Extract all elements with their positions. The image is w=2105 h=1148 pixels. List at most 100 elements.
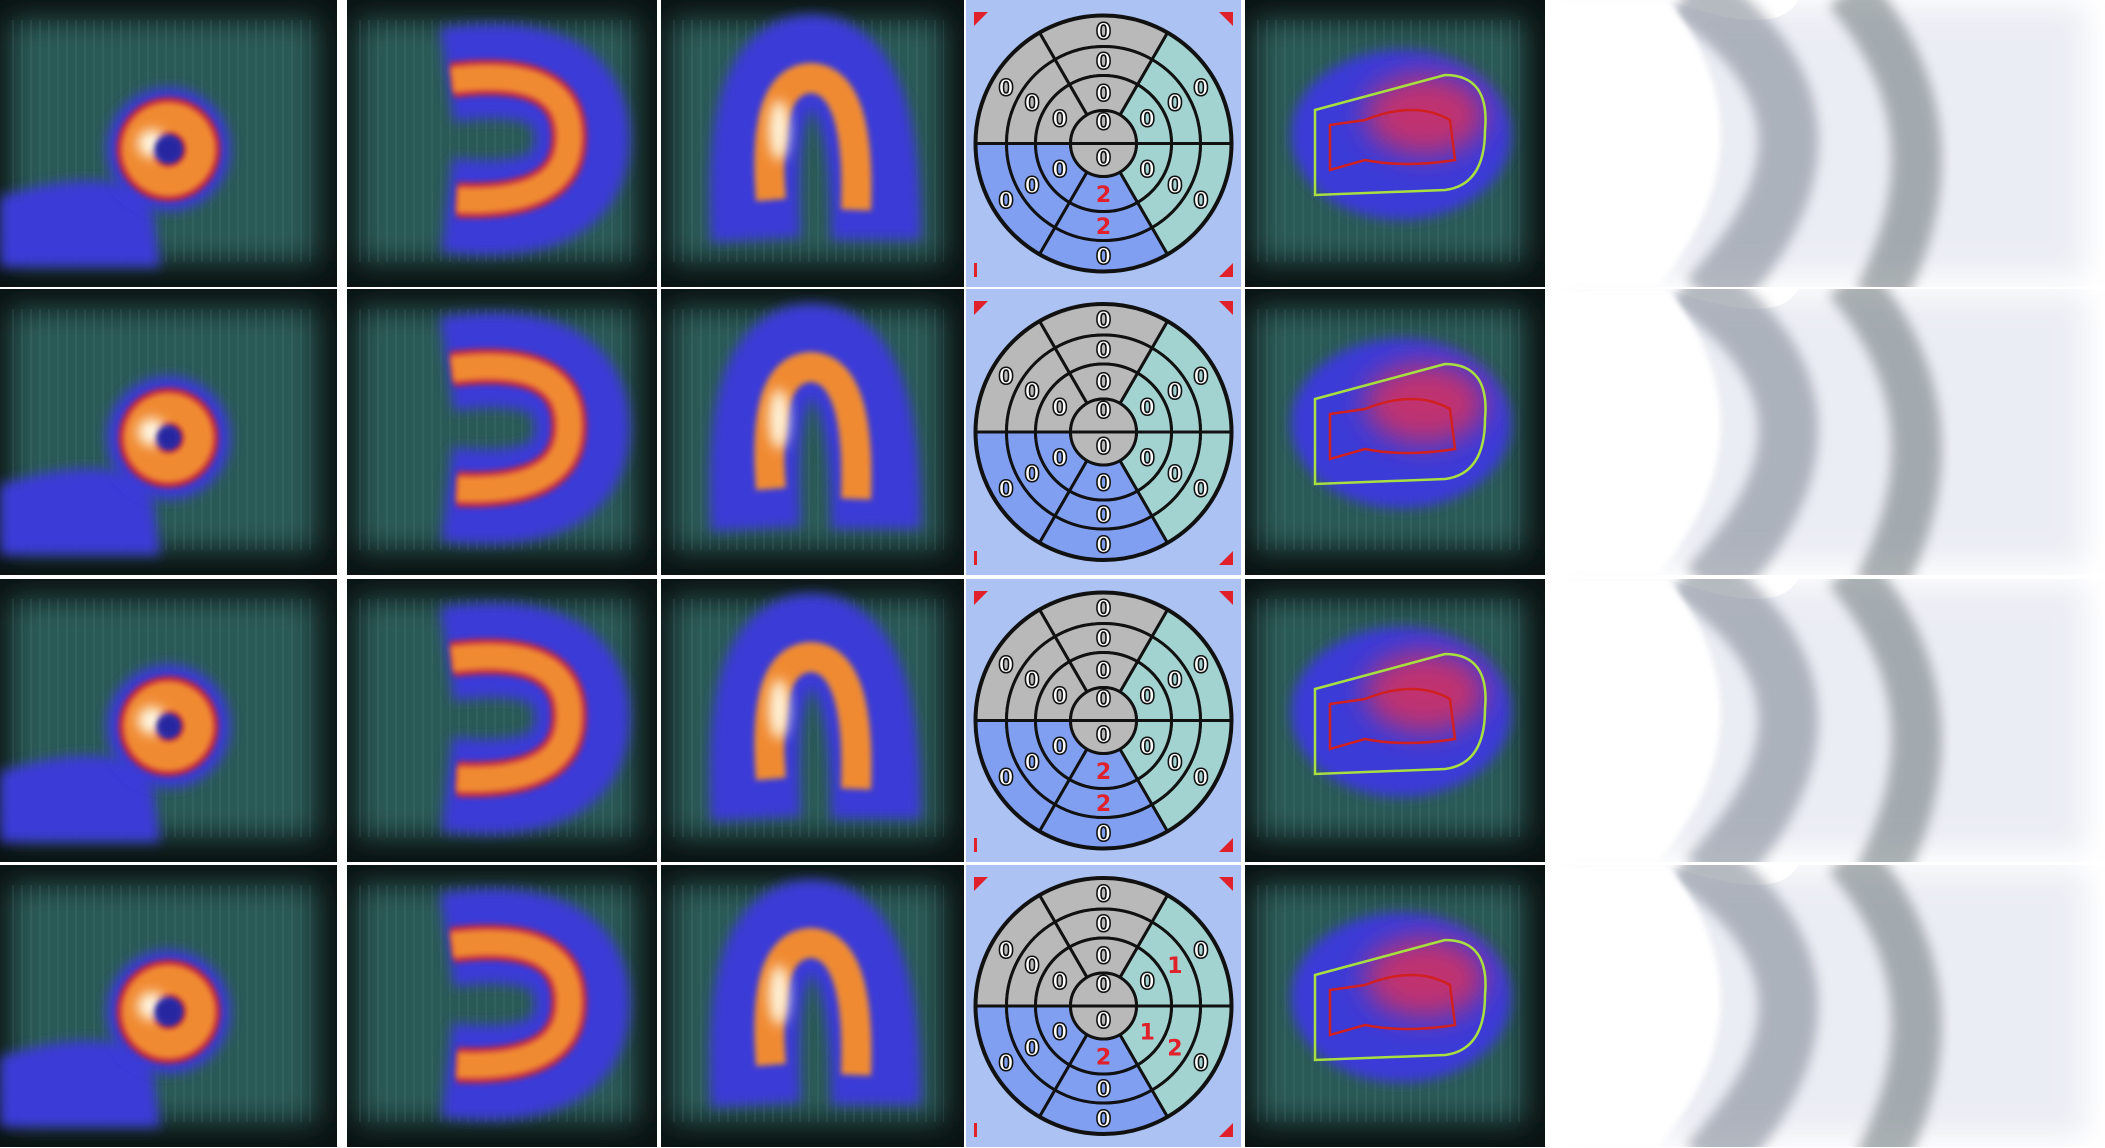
polar-score: 0	[1193, 1051, 1208, 1076]
polar-score: 0	[1052, 970, 1067, 995]
polar-score: 0	[1052, 107, 1067, 132]
polar-score: 0	[1096, 472, 1111, 497]
vertical-long-axis-slice-row-4	[347, 865, 657, 1147]
planar-projection-row-3	[1548, 579, 2105, 862]
corner-marker	[974, 301, 988, 315]
short-axis-slice-row-1	[0, 0, 337, 287]
myocardium-ring	[123, 392, 214, 483]
endocardial-contour	[1328, 108, 1457, 172]
dark-band	[1828, 289, 1942, 575]
polar-score: 0	[1140, 970, 1155, 995]
polar-score: 0	[1193, 477, 1208, 502]
polar-score: 0	[1096, 82, 1111, 107]
polar-score: 0	[1096, 883, 1111, 908]
polar-score: 0	[1096, 435, 1111, 460]
corner-marker	[974, 877, 988, 891]
image-layer	[769, 389, 789, 449]
polar-score: 0	[1052, 446, 1067, 471]
corner-marker	[974, 12, 988, 26]
epicardial-contour	[1313, 362, 1487, 486]
vertical-long-axis-slice-row-3	[347, 579, 657, 862]
polar-score: 0	[1167, 91, 1182, 116]
polar-score: 0	[1024, 751, 1039, 776]
dark-band	[1828, 0, 1942, 287]
polar-score: 0	[1024, 954, 1039, 979]
polar-score: 0	[1096, 20, 1111, 45]
polar-segment-apex-top	[1068, 686, 1139, 722]
polar-score: 0	[1140, 684, 1155, 709]
epicardial-contour	[1313, 938, 1487, 1062]
extracardiac-uptake	[0, 180, 160, 267]
polar-score: 0	[1096, 627, 1111, 652]
corner-marker	[1219, 591, 1233, 605]
polar-score: 0	[998, 76, 1013, 101]
polar-score: 2	[1096, 1046, 1111, 1071]
corner-marker	[1219, 877, 1233, 891]
polar-score: 0	[1193, 76, 1208, 101]
short-axis-slice-row-4	[0, 865, 337, 1147]
corner-marker	[974, 551, 977, 565]
horizontal-long-axis-slice-row-3	[661, 579, 964, 862]
short-axis-slice-row-3	[0, 579, 337, 862]
image-layer	[1548, 289, 1721, 575]
polar-score: 0	[1096, 1108, 1111, 1133]
polar-segment-apex-top	[1068, 971, 1139, 1008]
dark-band	[1670, 579, 1819, 862]
polar-score: 0	[1096, 245, 1111, 270]
contour-overlay-row-2	[1245, 289, 1545, 575]
polar-score: 0	[1052, 684, 1067, 709]
polar-score: 0	[1096, 913, 1111, 938]
myocardium-horseshoe	[450, 353, 583, 503]
polar-score: 0	[1140, 446, 1155, 471]
extracardiac-uptake	[0, 1040, 160, 1127]
horizontal-long-axis-slice-image	[661, 0, 964, 287]
image-layer	[1365, 363, 1485, 444]
horizontal-long-axis-slice-image	[661, 865, 964, 1147]
polar-score: 0	[1024, 380, 1039, 405]
polar-score: 0	[998, 365, 1013, 390]
lv-cavity	[156, 714, 181, 739]
myocardium-horseshoe	[450, 643, 583, 793]
polar-score: 1	[1140, 1020, 1155, 1045]
planar-projection-row-1	[1548, 0, 2105, 287]
polar-score: 0	[1140, 158, 1155, 183]
polar-segment-apex-bottom	[1068, 719, 1139, 755]
dark-band	[1828, 579, 1942, 862]
dark-band	[1670, 289, 1819, 575]
lv-cavity	[154, 135, 183, 164]
vertical-long-axis-slice-image	[347, 0, 657, 287]
image-layer	[1548, 865, 1721, 1147]
polar-score: 0	[1096, 339, 1111, 364]
corner-marker	[1219, 12, 1233, 26]
myocardium-ring	[123, 681, 214, 772]
planar-projection-image	[1548, 579, 2105, 862]
contour-overlay-row-3	[1245, 579, 1545, 862]
dark-band	[1670, 865, 1819, 1147]
short-axis-slice-image	[0, 0, 337, 287]
short-axis-slice-image	[0, 289, 337, 575]
vertical-long-axis-slice-image	[347, 865, 657, 1147]
vertical-long-axis-slice-row-2	[347, 289, 657, 575]
corner-marker	[1219, 263, 1233, 277]
extracardiac-uptake	[0, 755, 160, 842]
image-layer	[1365, 652, 1485, 733]
contour-overlay-row-1	[1245, 0, 1545, 287]
corner-marker	[974, 591, 988, 605]
polar-score: 0	[1096, 371, 1111, 396]
polar-score: 0	[1096, 945, 1111, 970]
polar-score: 0	[1024, 668, 1039, 693]
contour-overlay-row-4	[1245, 865, 1545, 1147]
polar-score: 0	[1096, 534, 1111, 559]
polar-score: 0	[1096, 597, 1111, 622]
polar-score: 0	[1193, 939, 1208, 964]
polar-segment-apex-bottom	[1068, 142, 1139, 178]
polar-score: 2	[1096, 760, 1111, 785]
polar-score: 0	[1096, 147, 1111, 172]
extracardiac-uptake	[0, 468, 160, 555]
polar-score: 0	[1193, 653, 1208, 678]
